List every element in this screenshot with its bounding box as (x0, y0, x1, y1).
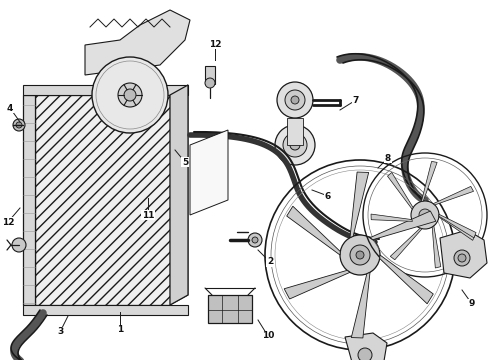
Bar (23, 85, 188, 95)
Text: 10: 10 (262, 332, 274, 341)
Circle shape (92, 57, 168, 133)
Circle shape (205, 78, 215, 88)
Circle shape (275, 125, 315, 165)
Bar (205, 66, 215, 84)
Circle shape (356, 251, 364, 259)
Polygon shape (284, 270, 350, 299)
Bar (35, 95, 170, 305)
Circle shape (283, 133, 307, 157)
Circle shape (13, 119, 25, 131)
Polygon shape (421, 161, 437, 202)
Circle shape (248, 233, 262, 247)
Circle shape (16, 122, 22, 128)
Polygon shape (371, 214, 413, 221)
Polygon shape (432, 226, 441, 268)
Circle shape (350, 245, 370, 265)
Polygon shape (351, 272, 370, 338)
Polygon shape (391, 228, 422, 260)
Polygon shape (440, 230, 487, 278)
Text: 7: 7 (353, 95, 359, 104)
Bar (287, 118, 303, 145)
Circle shape (252, 237, 258, 243)
Text: 1: 1 (117, 325, 123, 334)
Text: 4: 4 (7, 104, 13, 112)
Polygon shape (85, 10, 190, 75)
Text: 6: 6 (325, 192, 331, 201)
Circle shape (458, 254, 466, 262)
Text: 8: 8 (385, 153, 391, 162)
Polygon shape (370, 211, 436, 240)
Text: 2: 2 (267, 257, 273, 266)
Circle shape (290, 140, 300, 150)
Circle shape (277, 82, 313, 118)
Polygon shape (350, 172, 368, 238)
Polygon shape (439, 215, 475, 240)
Text: 3: 3 (57, 328, 63, 337)
Circle shape (340, 235, 380, 275)
Circle shape (291, 96, 299, 104)
Circle shape (419, 209, 431, 221)
Polygon shape (170, 85, 188, 305)
Circle shape (358, 348, 372, 360)
Polygon shape (170, 85, 188, 305)
Circle shape (411, 201, 439, 229)
Polygon shape (345, 333, 387, 360)
Text: 12: 12 (209, 40, 221, 49)
Bar (23, 95, 35, 305)
Circle shape (12, 238, 26, 252)
Text: 11: 11 (142, 211, 154, 220)
Circle shape (118, 83, 142, 107)
Text: 5: 5 (182, 158, 188, 166)
Polygon shape (287, 206, 340, 255)
Polygon shape (380, 255, 433, 304)
Text: 9: 9 (469, 300, 475, 309)
Circle shape (285, 90, 305, 110)
Polygon shape (388, 172, 413, 209)
Polygon shape (439, 214, 476, 238)
Circle shape (124, 89, 136, 101)
Text: 12: 12 (2, 217, 14, 226)
Polygon shape (190, 130, 228, 215)
Bar (208, 295, 252, 323)
Polygon shape (433, 186, 473, 205)
Bar (35, 95, 170, 305)
Bar (23, 305, 188, 315)
Circle shape (454, 250, 470, 266)
